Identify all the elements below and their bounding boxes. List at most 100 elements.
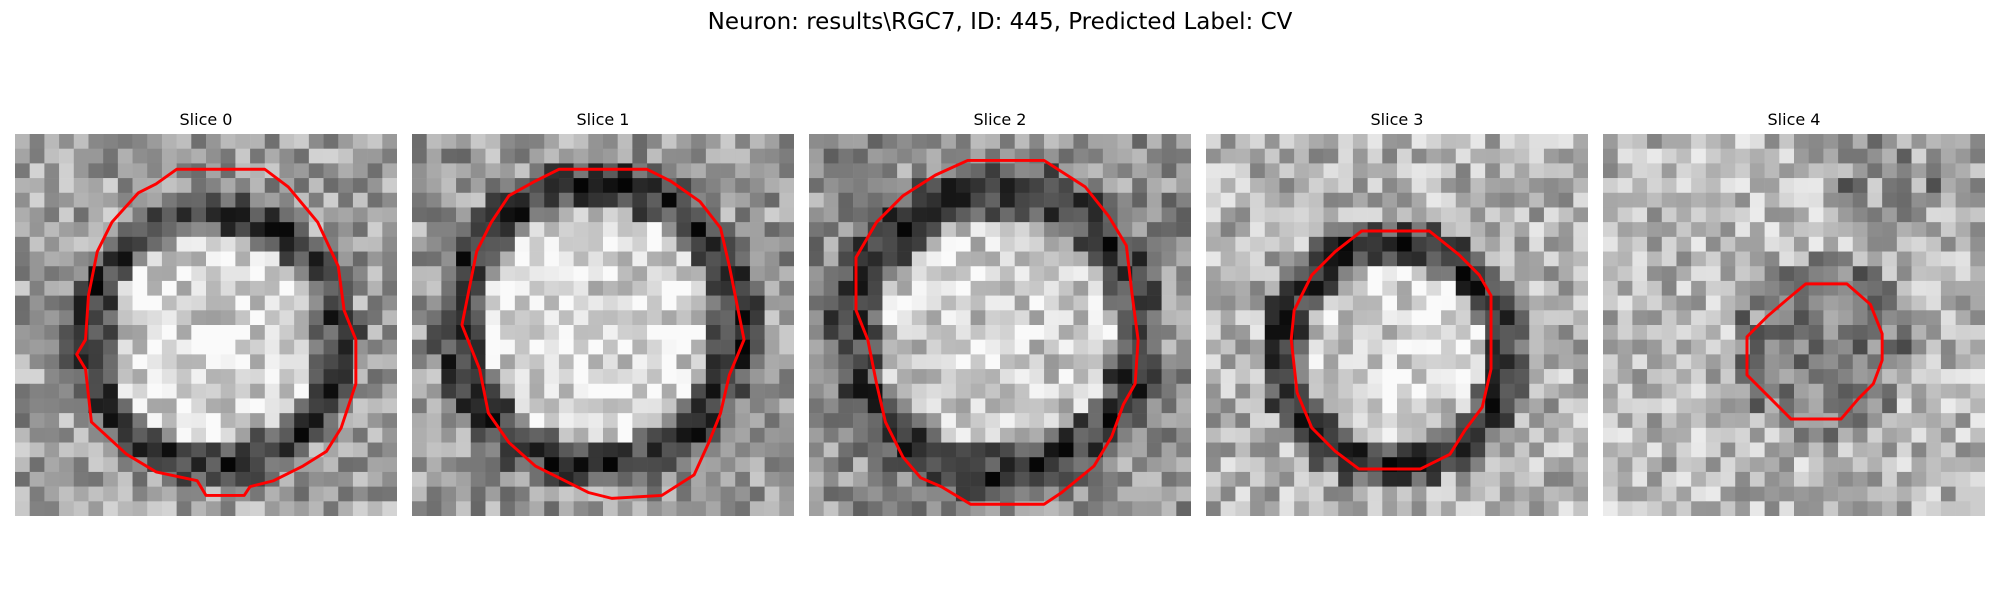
image-pixel (617, 427, 633, 443)
image-pixel (955, 501, 971, 516)
image-pixel (88, 457, 104, 473)
image-pixel (147, 442, 163, 458)
image-pixel (470, 148, 486, 164)
image-pixel (1382, 207, 1398, 223)
image-pixel (1073, 354, 1089, 370)
image-pixel (367, 501, 383, 516)
image-pixel (294, 383, 310, 399)
image-pixel (809, 134, 824, 149)
image-pixel (441, 501, 457, 516)
image-pixel (749, 178, 765, 194)
image-pixel (1044, 134, 1060, 149)
image-pixel (1455, 398, 1471, 414)
image-pixel (235, 339, 251, 355)
image-pixel (617, 413, 633, 429)
image-pixel (1720, 457, 1736, 473)
image-pixel (779, 339, 794, 355)
image-pixel (1867, 148, 1883, 164)
image-pixel (1485, 339, 1501, 355)
slice-title: Slice 3 (1370, 110, 1424, 129)
image-pixel (323, 442, 339, 458)
image-pixel (132, 236, 148, 252)
image-pixel (250, 310, 266, 326)
image-pixel (1603, 178, 1618, 194)
image-pixel (573, 383, 589, 399)
image-pixel (426, 339, 442, 355)
image-pixel (412, 398, 427, 414)
image-pixel (1940, 325, 1956, 340)
image-pixel (1735, 310, 1751, 326)
image-pixel (1044, 148, 1060, 164)
image-pixel (456, 486, 472, 502)
image-pixel (1088, 280, 1104, 296)
image-pixel (147, 163, 163, 179)
image-pixel (529, 266, 545, 282)
image-pixel (1735, 413, 1751, 429)
image-pixel (1014, 134, 1030, 149)
image-pixel (705, 339, 721, 355)
image-pixel (882, 457, 898, 473)
image-pixel (661, 486, 677, 502)
image-pixel (1647, 325, 1663, 340)
image-pixel (985, 236, 1001, 252)
image-pixel (235, 471, 251, 487)
image-pixel (735, 222, 751, 238)
image-pixel (1720, 222, 1736, 238)
image-pixel (456, 339, 472, 355)
image-pixel (191, 148, 207, 164)
image-pixel (1352, 280, 1368, 296)
image-pixel (1411, 369, 1427, 385)
image-pixel (1926, 339, 1942, 355)
image-pixel (1926, 134, 1942, 149)
image-pixel (1852, 486, 1868, 502)
image-pixel (161, 457, 177, 473)
image-pixel (191, 398, 207, 414)
image-pixel (1000, 207, 1015, 223)
image-pixel (44, 134, 60, 149)
image-pixel (1970, 178, 1985, 194)
image-pixel (1852, 251, 1868, 267)
image-pixel (103, 354, 119, 370)
image-pixel (1441, 339, 1457, 355)
image-pixel (441, 398, 457, 414)
image-pixel (1250, 486, 1266, 502)
image-pixel (29, 178, 45, 194)
image-pixel (1102, 148, 1118, 164)
image-pixel (853, 427, 869, 443)
image-pixel (1102, 457, 1118, 473)
image-pixel (1367, 383, 1383, 399)
image-pixel (323, 178, 339, 194)
image-pixel (117, 134, 133, 149)
image-pixel (823, 236, 839, 252)
image-pixel (470, 295, 486, 311)
image-pixel (1441, 501, 1457, 516)
image-pixel (1558, 354, 1574, 370)
image-pixel (1426, 266, 1442, 282)
image-pixel (544, 354, 560, 370)
image-pixel (691, 383, 707, 399)
image-pixel (1926, 413, 1942, 429)
image-pixel (691, 295, 707, 311)
image-pixel (1470, 163, 1486, 179)
image-pixel (1441, 383, 1457, 399)
image-pixel (1573, 266, 1588, 282)
image-pixel (1794, 295, 1809, 311)
image-pixel (926, 339, 942, 355)
image-pixel (1088, 236, 1104, 252)
image-pixel (529, 442, 545, 458)
image-pixel (147, 310, 163, 326)
image-pixel (1926, 369, 1942, 385)
image-pixel (1867, 251, 1883, 267)
image-pixel (1647, 398, 1663, 414)
image-pixel (1882, 134, 1898, 149)
image-pixel (103, 427, 119, 443)
image-pixel (764, 280, 780, 296)
image-pixel (853, 383, 869, 399)
image-pixel (573, 310, 589, 326)
image-pixel (176, 427, 192, 443)
image-pixel (1911, 398, 1927, 414)
image-pixel (1470, 501, 1486, 516)
image-pixel (279, 266, 295, 282)
image-pixel (1235, 236, 1251, 252)
image-pixel (1485, 148, 1501, 164)
